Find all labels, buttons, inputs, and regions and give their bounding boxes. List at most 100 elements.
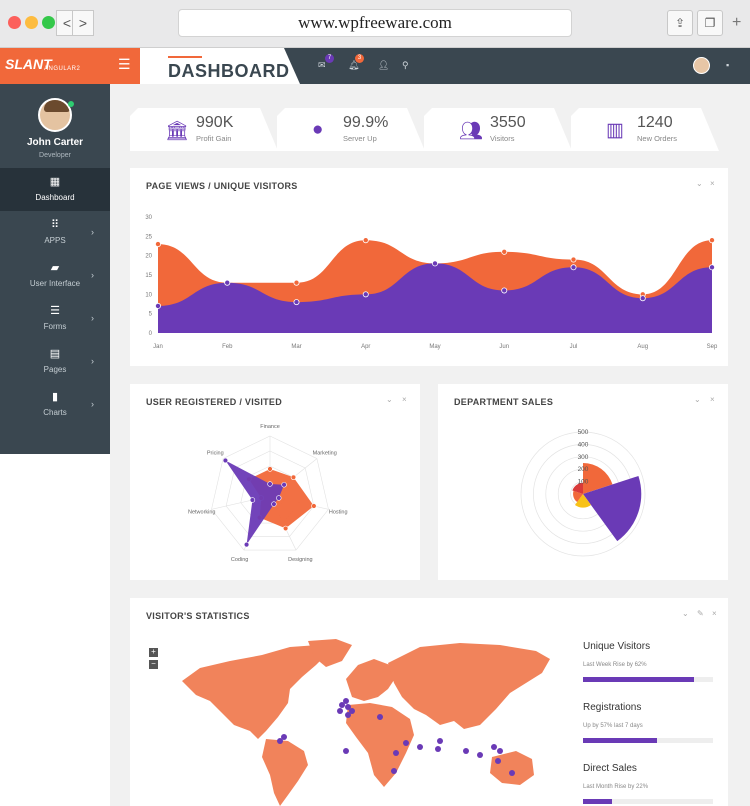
chevron-right-icon: › (91, 356, 94, 366)
close-icon[interactable]: × (710, 179, 715, 188)
map-marker[interactable] (497, 748, 503, 754)
close-icon[interactable]: × (712, 609, 717, 618)
chevron-down-icon[interactable]: ⌄ (696, 179, 703, 188)
sidebar-item-user-interface[interactable]: ▰ User Interface › (0, 254, 110, 297)
data-point (293, 279, 300, 286)
x-tick-label: Mar (291, 344, 301, 350)
chevron-right-icon: › (91, 313, 94, 323)
window-close-button[interactable] (8, 16, 21, 29)
radar-grid-ring (225, 450, 315, 537)
mail-icon[interactable]: ✉ (318, 60, 326, 70)
y-tick-label: 5 (149, 312, 153, 318)
map-marker[interactable] (343, 748, 349, 754)
unique-visitors-sub: Last Week Rise by 62% (583, 662, 647, 668)
map-marker[interactable] (393, 750, 399, 756)
chevron-down-icon[interactable]: ⌄ (386, 395, 393, 404)
map-marker[interactable] (377, 714, 383, 720)
progress-fill (583, 799, 612, 804)
radar-series-1 (225, 460, 285, 545)
sidebar-item-dashboard[interactable]: ▦ Dashboard (0, 168, 110, 211)
chevron-down-icon[interactable]: ⌄ (682, 609, 689, 618)
sidebar-item-label: Dashboard (35, 193, 75, 202)
radar-axis-label: Marketing (313, 450, 337, 456)
map-zoom-in-button[interactable]: + (149, 648, 158, 657)
card-title: VISITOR'S STATISTICS (146, 611, 250, 621)
data-point (249, 497, 256, 503)
map-marker[interactable] (391, 768, 397, 774)
map-marker[interactable] (345, 712, 351, 718)
menu-toggle-icon[interactable]: ☰ (118, 56, 131, 72)
map-marker[interactable] (477, 752, 483, 758)
radar-axis-label: Hosting (329, 510, 348, 516)
notification-badge: 3 (355, 54, 364, 63)
card-title: DEPARTMENT SALES (454, 397, 554, 407)
map-marker[interactable] (509, 770, 515, 776)
map-marker[interactable] (349, 708, 355, 714)
new-tab-icon[interactable]: + (732, 14, 742, 31)
map-africa (346, 703, 414, 787)
window-minimize-button[interactable] (25, 16, 38, 29)
card-title: PAGE VIEWS / UNIQUE VISITORS (146, 181, 298, 191)
avatar[interactable] (38, 98, 72, 132)
bell-icon[interactable]: 🔔︎ (348, 60, 360, 70)
user-icon[interactable]: 👤︎ (378, 60, 390, 70)
stat-card-visitors: 👥︎ 3550 Visitors (424, 108, 572, 151)
header-avatar[interactable] (693, 57, 710, 74)
x-tick-label: Sep (707, 344, 718, 350)
data-point (311, 503, 317, 509)
y-tick-label: 15 (145, 273, 152, 279)
data-point (222, 457, 229, 464)
map-marker[interactable] (463, 748, 469, 754)
registrations-progress (583, 738, 713, 743)
map-marker[interactable] (495, 758, 501, 764)
x-tick-label: May (429, 344, 440, 350)
close-icon[interactable]: × (402, 395, 407, 404)
sidebar (0, 84, 110, 454)
pencil-icon[interactable]: ✎ (697, 609, 704, 618)
map-marker[interactable] (343, 698, 349, 704)
search-icon[interactable]: ⚲ (402, 60, 409, 70)
map-marker[interactable] (277, 738, 283, 744)
data-point (290, 474, 297, 480)
map-marker[interactable] (417, 744, 423, 750)
map-marker[interactable] (339, 702, 345, 708)
data-point (570, 256, 577, 263)
x-tick-label: Jun (499, 344, 509, 350)
sidebar-item-label: Pages (43, 365, 67, 374)
map-marker[interactable] (435, 746, 441, 752)
sidebar-item-forms[interactable]: ☰ Forms › (0, 297, 110, 340)
map-marker[interactable] (403, 740, 409, 746)
briefcase-icon: ▰ (50, 262, 60, 274)
address-bar[interactable]: www.wpfreeware.com (178, 9, 572, 37)
logo[interactable]: SLANT ANGULAR2 ☰ (0, 48, 160, 84)
map-greenland (308, 639, 352, 667)
browser-forward-button[interactable]: > (72, 10, 94, 36)
sidebar-item-label: User Interface (29, 279, 81, 288)
dept-sales-card: DEPARTMENT SALES ⌄ × 100 200 300 400 500 (438, 384, 728, 580)
sidebar-item-pages[interactable]: ▤ Pages › (0, 340, 110, 383)
radar-axis-label: Networking (188, 510, 216, 516)
polar-tick-label: 300 (578, 454, 589, 461)
map-south-america (262, 739, 308, 806)
map-zoom-out-button[interactable]: − (149, 660, 158, 669)
data-point (267, 466, 273, 472)
sidebar-item-apps[interactable]: ⠿ APPS › (0, 211, 110, 254)
user-role: Developer (39, 152, 71, 159)
close-icon[interactable]: × (710, 395, 715, 404)
map-marker[interactable] (345, 704, 351, 710)
tabs-icon[interactable]: ❐ (697, 10, 723, 36)
share-icon[interactable]: ⇪ (667, 10, 693, 36)
map-marker[interactable] (281, 734, 287, 740)
window-zoom-button[interactable] (42, 16, 55, 29)
data-point (224, 279, 231, 286)
chevron-down-icon[interactable]: ⌄ (694, 395, 701, 404)
chat-icon[interactable]: ▪ (726, 60, 730, 70)
map-marker[interactable] (491, 744, 497, 750)
data-point (243, 541, 250, 548)
map-marker[interactable] (337, 708, 343, 714)
x-tick-label: Jul (570, 344, 578, 350)
sidebar-item-charts[interactable]: ▮ Charts › (0, 383, 110, 426)
dashboard-icon: ▦ (49, 176, 61, 188)
map-marker[interactable] (437, 738, 443, 744)
progress-fill (583, 677, 694, 682)
